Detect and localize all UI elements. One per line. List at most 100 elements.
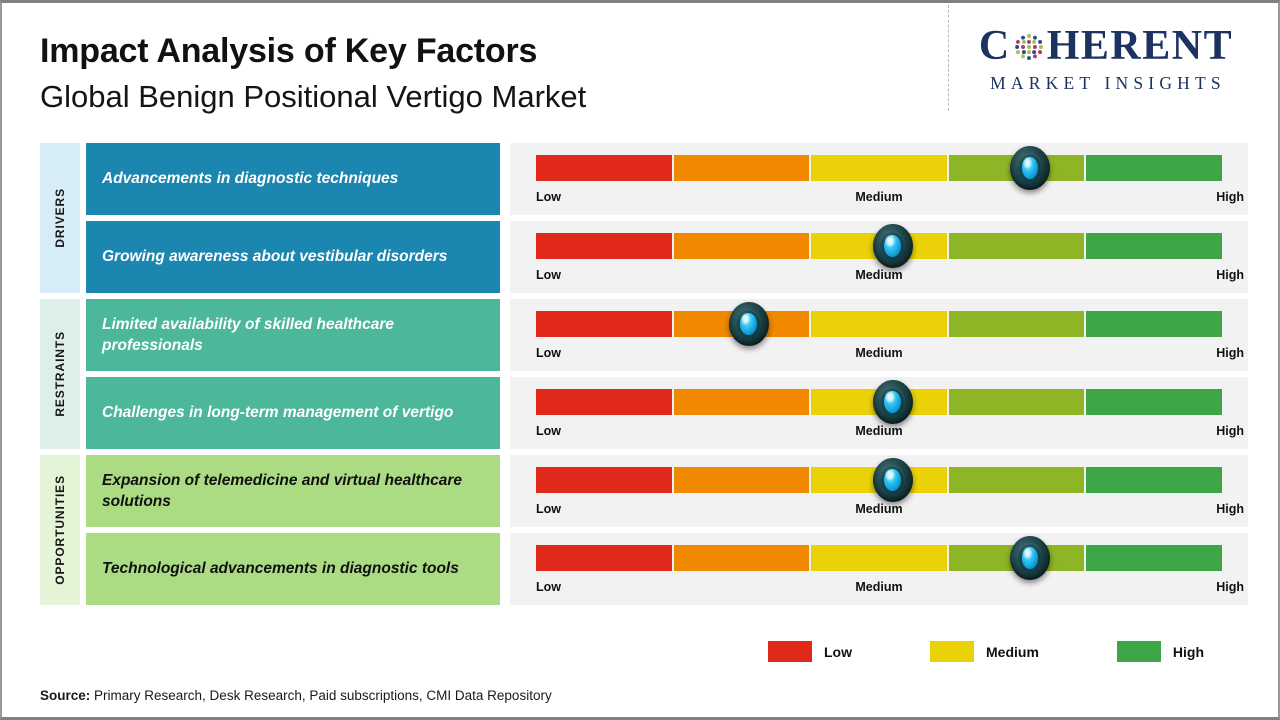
scale-label-low: Low — [536, 424, 561, 438]
gauge-segment-2 — [673, 467, 810, 493]
category-label: OPPORTUNITIES — [53, 475, 67, 585]
logo-divider — [948, 5, 949, 111]
globe-dots-icon — [1012, 30, 1046, 64]
factor-row: Expansion of telemedicine and virtual he… — [86, 455, 1278, 527]
gauge-segment-3 — [811, 545, 947, 571]
gauge-segment-4 — [948, 467, 1085, 493]
category-rows: Expansion of telemedicine and virtual he… — [86, 455, 1278, 605]
legend-item: Low — [768, 641, 852, 662]
category-group-opportunities: OPPORTUNITIES Expansion of telemedicine a… — [2, 455, 1278, 605]
gauge-segment-5 — [1086, 311, 1222, 337]
factor-row: Technological advancements in diagnostic… — [86, 533, 1278, 605]
gauge-segment-4 — [948, 311, 1085, 337]
category-rail-restraints: RESTRAINTS — [40, 299, 80, 449]
gauge-segment-2 — [673, 311, 810, 337]
impact-gauge: Low Medium High — [510, 299, 1248, 371]
factor-label-box[interactable]: Technological advancements in diagnostic… — [86, 533, 500, 605]
legend-swatch — [768, 641, 812, 662]
category-rail-drivers: DRIVERS — [40, 143, 80, 293]
title-block: Impact Analysis of Key Factors Global Be… — [40, 31, 586, 115]
scale-label-low: Low — [536, 346, 561, 360]
gauge-bar — [536, 536, 1222, 580]
scale-label-low: Low — [536, 268, 561, 282]
factor-label-box[interactable]: Limited availability of skilled healthca… — [86, 299, 500, 371]
gauge-bar — [536, 380, 1222, 424]
scale-label-high: High — [1216, 268, 1244, 282]
source-label: Source: — [40, 688, 91, 703]
logo-letter-c: C — [978, 23, 1011, 69]
legend-label: Low — [824, 643, 852, 660]
gauge-segment-3 — [811, 233, 947, 259]
category-group-drivers: DRIVERS Advancements in diagnostic techni… — [2, 143, 1278, 293]
gauge-scale: Low Medium High — [536, 577, 1244, 605]
legend-swatch — [930, 641, 974, 662]
scale-label-high: High — [1216, 580, 1244, 594]
gauge-segment-1 — [536, 545, 672, 571]
scale-label-high: High — [1216, 424, 1244, 438]
factor-row: Growing awareness about vestibular disor… — [86, 221, 1278, 293]
impact-legend: Low Medium High — [2, 641, 1278, 662]
gauge-segment-1 — [536, 389, 672, 415]
category-rows: Limited availability of skilled healthca… — [86, 299, 1278, 449]
gauge-scale: Low Medium High — [536, 421, 1244, 449]
logo-tagline: MARKET INSIGHTS — [990, 73, 1226, 93]
factor-label-box[interactable]: Growing awareness about vestibular disor… — [86, 221, 500, 293]
gauge-segment-5 — [1086, 467, 1222, 493]
impact-gauge: Low Medium High — [510, 143, 1248, 215]
scale-label-medium: Medium — [855, 346, 903, 360]
scale-label-low: Low — [536, 190, 561, 204]
scale-label-medium: Medium — [855, 580, 903, 594]
gauge-bar — [536, 146, 1222, 190]
gauge-segment-5 — [1086, 545, 1222, 571]
gauge-segment-3 — [811, 389, 947, 415]
gauge-scale: Low Medium High — [536, 343, 1244, 371]
scale-label-medium: Medium — [855, 502, 903, 516]
gauge-scale: Low Medium High — [536, 187, 1244, 215]
scale-label-high: High — [1216, 346, 1244, 360]
gauge-segment-1 — [536, 155, 672, 181]
impact-matrix: DRIVERS Advancements in diagnostic techni… — [2, 143, 1278, 611]
scale-label-low: Low — [536, 502, 561, 516]
gauge-bar — [536, 458, 1222, 502]
slide-header: Impact Analysis of Key Factors Global Be… — [2, 3, 1278, 136]
gauge-segment-1 — [536, 233, 672, 259]
factor-label: Challenges in long-term management of ve… — [102, 404, 454, 422]
gauge-segment-2 — [673, 155, 810, 181]
impact-gauge: Low Medium High — [510, 221, 1248, 293]
legend-item: High — [1116, 641, 1204, 662]
page-subtitle: Global Benign Positional Vertigo Market — [40, 79, 587, 115]
scale-label-medium: Medium — [855, 190, 903, 204]
gauge-segment-4 — [948, 155, 1085, 181]
factor-label: Advancements in diagnostic techniques — [102, 170, 399, 188]
gauge-bar — [536, 224, 1222, 268]
legend-label: High — [1172, 643, 1204, 660]
factor-label-box[interactable]: Advancements in diagnostic techniques — [86, 143, 500, 215]
scale-label-high: High — [1216, 190, 1244, 204]
gauge-segment-5 — [1086, 155, 1222, 181]
impact-gauge: Low Medium High — [510, 377, 1248, 449]
impact-gauge: Low Medium High — [510, 533, 1248, 605]
gauge-segment-3 — [811, 467, 947, 493]
gauge-segment-4 — [948, 233, 1085, 259]
factor-label-box[interactable]: Challenges in long-term management of ve… — [86, 377, 500, 449]
scale-label-medium: Medium — [855, 268, 903, 282]
logo-letters-herent: HERENT — [1046, 23, 1234, 69]
gauge-scale: Low Medium High — [536, 499, 1244, 527]
gauge-segment-2 — [673, 233, 810, 259]
scale-label-high: High — [1216, 502, 1244, 516]
gauge-segment-2 — [673, 545, 810, 571]
category-label: RESTRAINTS — [53, 331, 67, 417]
factor-label-box[interactable]: Expansion of telemedicine and virtual he… — [86, 455, 500, 527]
page-title: Impact Analysis of Key Factors — [40, 32, 538, 70]
category-rows: Advancements in diagnostic techniques Low… — [86, 143, 1278, 293]
source-text: Primary Research, Desk Research, Paid su… — [94, 688, 552, 703]
factor-row: Challenges in long-term management of ve… — [86, 377, 1278, 449]
gauge-segment-1 — [536, 467, 672, 493]
factor-label: Limited availability of skilled healthca… — [102, 315, 395, 354]
legend-swatch — [1116, 641, 1161, 662]
category-label: DRIVERS — [53, 188, 67, 248]
legend-item: Medium — [930, 641, 1039, 662]
gauge-segment-4 — [948, 389, 1085, 415]
gauge-segment-4 — [948, 545, 1085, 571]
